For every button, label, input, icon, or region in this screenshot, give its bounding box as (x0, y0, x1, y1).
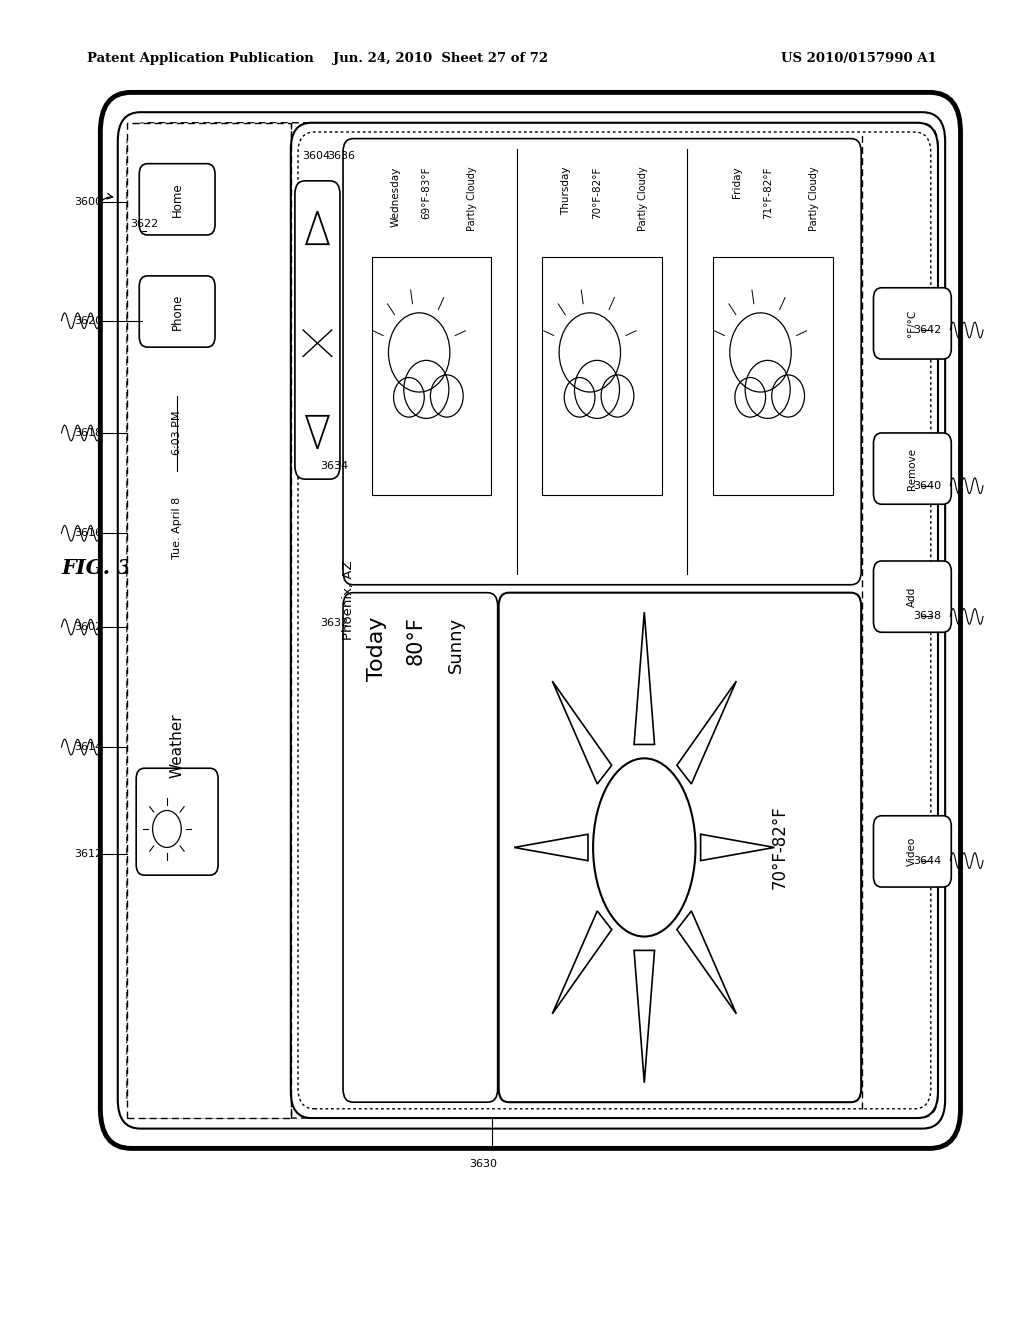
Text: Jun. 24, 2010  Sheet 27 of 72: Jun. 24, 2010 Sheet 27 of 72 (333, 51, 548, 65)
Text: Weather: Weather (170, 714, 184, 777)
Text: 80°F: 80°F (406, 616, 426, 665)
Text: 3634: 3634 (321, 461, 348, 471)
Text: Thursday: Thursday (561, 166, 571, 215)
Text: 6:03 PM: 6:03 PM (172, 411, 182, 455)
Text: Video: Video (907, 837, 918, 866)
Bar (713, 257, 833, 495)
Text: Sunny: Sunny (446, 616, 465, 673)
Text: 3630: 3630 (469, 1159, 497, 1170)
Text: Add: Add (907, 586, 918, 607)
FancyBboxPatch shape (873, 288, 951, 359)
Text: Partly Cloudy: Partly Cloudy (467, 166, 477, 231)
Text: 3620: 3620 (74, 315, 101, 326)
Bar (543, 257, 662, 495)
Text: Tue. April 8: Tue. April 8 (172, 496, 182, 560)
Text: 3640: 3640 (913, 480, 941, 491)
FancyBboxPatch shape (295, 181, 340, 479)
Text: Phone: Phone (171, 293, 183, 330)
FancyBboxPatch shape (873, 816, 951, 887)
Text: Today: Today (367, 616, 387, 681)
Text: 3644: 3644 (913, 855, 942, 866)
FancyBboxPatch shape (136, 768, 218, 875)
Text: 3612: 3612 (74, 849, 101, 859)
FancyBboxPatch shape (291, 123, 938, 1118)
Text: 3616: 3616 (74, 528, 101, 539)
Text: 3618: 3618 (74, 428, 101, 438)
Text: Phoenix, AZ: Phoenix, AZ (342, 561, 355, 640)
Text: 3622: 3622 (130, 219, 159, 230)
FancyBboxPatch shape (139, 276, 215, 347)
Text: Home: Home (171, 182, 183, 216)
Text: Patent Application Publication: Patent Application Publication (87, 51, 313, 65)
Text: Friday: Friday (732, 166, 742, 198)
Text: 71°F-82°F: 71°F-82°F (763, 166, 773, 219)
Text: 3638: 3638 (913, 611, 941, 622)
Text: 3604: 3604 (302, 150, 330, 161)
Text: 70°F-82°F: 70°F-82°F (771, 805, 788, 890)
Text: 3632: 3632 (321, 618, 348, 628)
Text: Remove: Remove (907, 447, 918, 490)
Text: 3642: 3642 (913, 325, 942, 335)
Text: Wednesday: Wednesday (390, 166, 400, 227)
Text: US 2010/0157990 A1: US 2010/0157990 A1 (781, 51, 937, 65)
Text: 3636: 3636 (328, 150, 355, 161)
Text: 3614: 3614 (74, 742, 101, 752)
Text: 3602: 3602 (74, 622, 101, 632)
FancyBboxPatch shape (343, 593, 498, 1102)
Text: 70°F-82°F: 70°F-82°F (592, 166, 602, 219)
Text: Partly Cloudy: Partly Cloudy (809, 166, 819, 231)
FancyBboxPatch shape (343, 139, 861, 585)
Text: 3600: 3600 (74, 197, 101, 207)
FancyBboxPatch shape (873, 561, 951, 632)
Text: FIG. 36: FIG. 36 (61, 557, 146, 578)
Text: 69°F-83°F: 69°F-83°F (421, 166, 431, 219)
FancyBboxPatch shape (873, 433, 951, 504)
FancyBboxPatch shape (118, 112, 945, 1129)
Text: Partly Cloudy: Partly Cloudy (638, 166, 648, 231)
FancyBboxPatch shape (499, 593, 861, 1102)
Bar (127, 123, 291, 1118)
FancyBboxPatch shape (100, 92, 961, 1148)
FancyBboxPatch shape (139, 164, 215, 235)
Bar (372, 257, 492, 495)
Text: °F/°C: °F/°C (907, 310, 918, 337)
